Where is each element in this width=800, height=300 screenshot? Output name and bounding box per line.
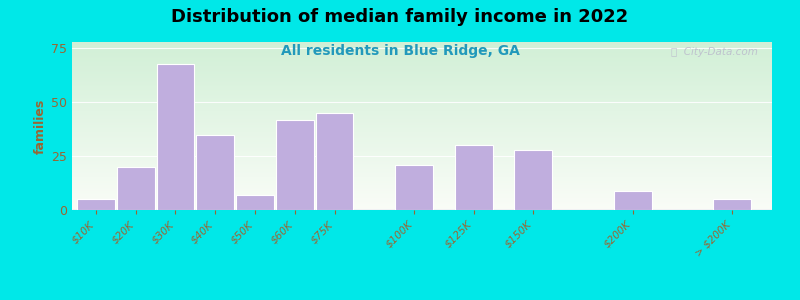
Text: All residents in Blue Ridge, GA: All residents in Blue Ridge, GA: [281, 44, 519, 58]
Bar: [157, 64, 194, 210]
Bar: [614, 190, 652, 210]
Bar: [236, 195, 274, 210]
Bar: [117, 167, 154, 210]
Bar: [276, 119, 314, 210]
Bar: [395, 165, 433, 210]
Bar: [196, 135, 234, 210]
Bar: [77, 199, 114, 210]
Text: Distribution of median family income in 2022: Distribution of median family income in …: [171, 8, 629, 26]
Text: ⓘ  City-Data.com: ⓘ City-Data.com: [671, 47, 758, 57]
Bar: [714, 199, 751, 210]
Bar: [455, 146, 493, 210]
Bar: [514, 150, 552, 210]
Y-axis label: families: families: [34, 98, 47, 154]
Bar: [72, 210, 772, 217]
Bar: [316, 113, 354, 210]
